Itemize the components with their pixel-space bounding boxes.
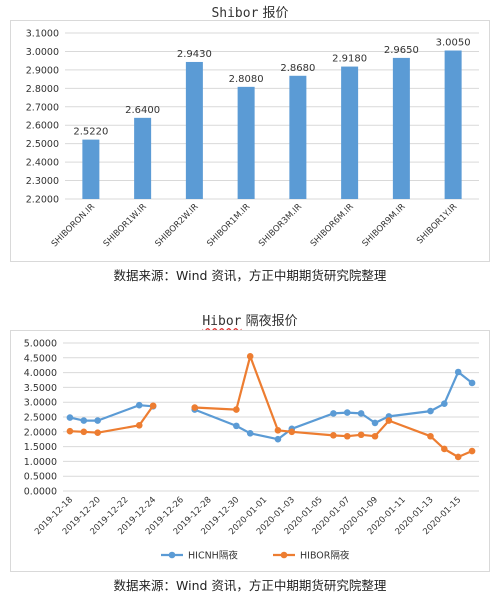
chart2-point-0: [135, 401, 143, 409]
chart2-legend-marker-1: [280, 551, 288, 559]
chart1-xtick-label: SHIBOR2W.IR: [153, 202, 200, 249]
chart1-ytick-label: 2.9000: [26, 65, 59, 76]
chart2-point-0: [371, 419, 379, 427]
chart2-point-1: [191, 404, 199, 411]
chart1-xtick-label: SHIBOR1M.IR: [205, 202, 252, 249]
chart2-point-1: [427, 432, 434, 440]
chart1-bar: [82, 139, 100, 199]
chart2-panel: 0.0000 0.5000 1.0000 1.5000 2.0000 2.5000 3.00…: [10, 330, 490, 572]
chart2-point-1: [441, 445, 448, 453]
chart2-ytick-label: 4.5000: [24, 353, 57, 364]
chart2-point-1: [66, 427, 74, 435]
chart1-data-label: 2.8080: [229, 74, 264, 85]
chart1-data-label: 2.6400: [125, 105, 160, 116]
chart1-data-label: 2.8680: [280, 63, 315, 74]
chart2-point-1: [357, 431, 365, 439]
chart2-point-1: [343, 432, 351, 440]
chart2-ytick-label: 0.5000: [24, 472, 57, 483]
chart1-bar: [237, 86, 255, 199]
chart1-xtick-label: SHIBOR6M.IR: [309, 202, 356, 249]
chart1-xtick-label: SHIBORON.IR: [50, 202, 97, 249]
chart2-legend-label-1: HIBOR隔夜: [300, 550, 350, 562]
chart2-title-latin: Hibor: [202, 314, 242, 329]
chart1-svg: 2.2000 2.3000 2.4000 2.5000 2.6000 2.7000 2.80…: [26, 29, 479, 249]
chart2-point-1: [288, 428, 296, 436]
chart1-ytick-label: 2.8000: [26, 84, 59, 95]
chart1-title-rest: 报价: [258, 6, 289, 21]
chart2-ytick-label: 2.5000: [24, 413, 57, 424]
chart2-point-0: [357, 410, 365, 417]
chart2-legend-label-0: HICNH隔夜: [188, 550, 238, 562]
chart2-legend-marker-0: [168, 551, 176, 559]
chart1-bar: [289, 75, 307, 199]
chart1-ytick-label: 3.1000: [26, 29, 59, 40]
chart1-title-latin: Shibor: [211, 6, 259, 21]
chart2-point-0: [427, 407, 434, 415]
chart1-data-label: 2.9650: [384, 45, 419, 56]
chart2-ytick-label: 1.5000: [24, 442, 57, 453]
chart1-bar: [185, 61, 203, 199]
chart2-title: Hibor 隔夜报价: [0, 310, 500, 329]
chart1-data-label: 3.0050: [436, 38, 471, 49]
chart2-ytick-label: 1.0000: [24, 457, 57, 468]
chart2-point-1: [94, 429, 101, 436]
chart2-point-0: [454, 368, 462, 376]
chart1-data-label: 2.9430: [177, 49, 212, 60]
chart2-point-1: [80, 428, 88, 436]
chart1-xtick-label: SHIBOR1W.IR: [102, 202, 149, 249]
chart2-ytick-label: 2.0000: [24, 427, 57, 438]
chart2-point-0: [94, 417, 101, 424]
chart2-point-0: [330, 410, 337, 417]
chart2-ytick-label: 5.0000: [24, 339, 57, 350]
chart2-point-0: [468, 379, 476, 387]
chart2-point-1: [385, 417, 393, 424]
chart1-ytick-label: 2.2000: [26, 195, 59, 206]
chart2-point-0: [441, 400, 448, 407]
chart2-point-1: [274, 427, 282, 434]
chart1-ytick-label: 3.0000: [26, 47, 59, 58]
chart1-xtick-label: SHIBOR1Y.IR: [415, 202, 459, 246]
chart1-bar: [341, 66, 359, 199]
chart2-point-1: [454, 453, 462, 461]
chart1-panel: 2.2000 2.3000 2.4000 2.5000 2.6000 2.7000 2.80…: [10, 20, 490, 262]
chart2-point-0: [343, 409, 351, 416]
chart1-ytick-label: 2.3000: [26, 176, 59, 187]
chart1-ytick-label: 2.5000: [26, 139, 59, 150]
chart2-ytick-label: 4.0000: [24, 368, 57, 379]
chart1-ytick-label: 2.4000: [26, 158, 59, 169]
chart2-point-1: [371, 432, 379, 440]
chart1-title: Shibor 报价: [0, 2, 500, 21]
chart2-point-0: [80, 417, 88, 424]
chart1-bar: [134, 117, 152, 199]
chart1-ytick-label: 2.6000: [26, 121, 59, 132]
chart2-svg: 0.0000 0.5000 1.0000 1.5000 2.0000 2.5000 3.00…: [24, 339, 479, 562]
chart2-point-0: [233, 422, 240, 430]
chart1-bar: [444, 50, 462, 200]
chart2-point-1: [246, 353, 254, 360]
chart2-point-0: [66, 414, 74, 421]
chart1-ytick-label: 2.7000: [26, 102, 59, 113]
chart2-point-0: [274, 435, 282, 443]
chart2-ytick-label: 3.5000: [24, 383, 57, 394]
chart1-bar: [392, 57, 410, 200]
chart2-point-1: [135, 421, 143, 429]
chart2-ytick-label: 3.0000: [24, 398, 57, 409]
chart2-point-1: [330, 432, 337, 439]
chart2-ytick-label: 0.0000: [24, 487, 57, 498]
chart1-data-label: 2.5220: [73, 127, 108, 138]
chart1-source: 数据来源：Wind 资讯，方正中期期货研究院整理: [113, 268, 387, 283]
chart2-point-1: [233, 406, 240, 413]
chart2-point-1: [149, 402, 157, 410]
chart2-point-0: [246, 429, 254, 437]
chart1-xtick-label: SHIBOR9M.IR: [361, 202, 408, 249]
chart2-source: 数据来源：Wind 资讯，方正中期期货研究院整理: [113, 578, 387, 593]
chart2-point-1: [468, 447, 476, 455]
chart1-xtick-label: SHIBOR3M.IR: [257, 202, 304, 249]
chart2-title-rest: 隔夜报价: [241, 314, 298, 329]
chart1-data-label: 2.9180: [332, 54, 367, 65]
